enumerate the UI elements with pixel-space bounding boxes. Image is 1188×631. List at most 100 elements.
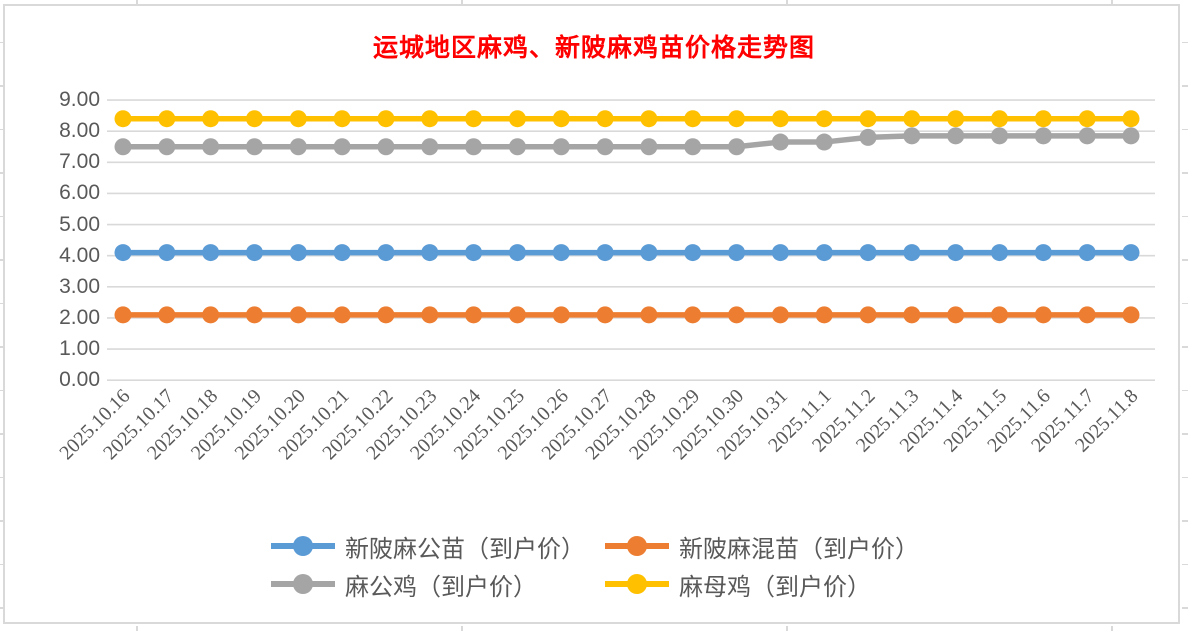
data-point-marker[interactable] xyxy=(859,306,877,324)
data-point-marker[interactable] xyxy=(815,306,833,324)
data-point-marker[interactable] xyxy=(377,244,395,262)
data-point-marker[interactable] xyxy=(640,306,658,324)
data-point-marker[interactable] xyxy=(684,138,702,156)
legend-item-1[interactable]: 新陂麻混苗（到户价） xyxy=(604,531,919,563)
data-point-marker[interactable] xyxy=(421,110,439,128)
data-point-marker[interactable] xyxy=(640,244,658,262)
data-point-marker[interactable] xyxy=(202,244,220,262)
data-point-marker[interactable] xyxy=(333,110,351,128)
data-point-marker[interactable] xyxy=(1078,127,1096,145)
data-point-marker[interactable] xyxy=(903,127,921,145)
data-point-marker[interactable] xyxy=(114,138,132,156)
data-point-marker[interactable] xyxy=(1034,127,1052,145)
data-point-marker[interactable] xyxy=(552,244,570,262)
data-point-marker[interactable] xyxy=(991,127,1009,145)
data-point-marker[interactable] xyxy=(771,110,789,128)
data-point-marker[interactable] xyxy=(202,110,220,128)
data-point-marker[interactable] xyxy=(1078,244,1096,262)
data-point-marker[interactable] xyxy=(465,110,483,128)
data-point-marker[interactable] xyxy=(508,244,526,262)
data-point-marker[interactable] xyxy=(158,110,176,128)
data-point-marker[interactable] xyxy=(377,110,395,128)
data-point-marker[interactable] xyxy=(596,306,614,324)
data-point-marker[interactable] xyxy=(815,244,833,262)
data-point-marker[interactable] xyxy=(728,110,746,128)
data-point-marker[interactable] xyxy=(859,244,877,262)
data-point-marker[interactable] xyxy=(947,306,965,324)
data-point-marker[interactable] xyxy=(684,110,702,128)
data-point-marker[interactable] xyxy=(991,244,1009,262)
data-point-marker[interactable] xyxy=(1122,127,1140,145)
data-point-marker[interactable] xyxy=(333,244,351,262)
data-point-marker[interactable] xyxy=(508,306,526,324)
data-point-marker[interactable] xyxy=(991,110,1009,128)
data-point-marker[interactable] xyxy=(684,244,702,262)
data-point-marker[interactable] xyxy=(289,306,307,324)
data-point-marker[interactable] xyxy=(245,110,263,128)
data-point-marker[interactable] xyxy=(991,306,1009,324)
data-point-marker[interactable] xyxy=(1034,110,1052,128)
data-point-marker[interactable] xyxy=(465,306,483,324)
data-point-marker[interactable] xyxy=(552,306,570,324)
data-point-marker[interactable] xyxy=(1078,306,1096,324)
data-point-marker[interactable] xyxy=(289,244,307,262)
data-point-marker[interactable] xyxy=(771,244,789,262)
data-point-marker[interactable] xyxy=(1034,244,1052,262)
data-point-marker[interactable] xyxy=(1122,244,1140,262)
data-point-marker[interactable] xyxy=(859,110,877,128)
data-point-marker[interactable] xyxy=(333,306,351,324)
data-point-marker[interactable] xyxy=(552,138,570,156)
data-point-marker[interactable] xyxy=(859,128,877,146)
legend-item-0[interactable]: 新陂麻公苗（到户价） xyxy=(270,531,585,563)
data-point-marker[interactable] xyxy=(245,306,263,324)
data-point-marker[interactable] xyxy=(596,138,614,156)
legend-item-2[interactable]: 麻公鸡（到户价） xyxy=(270,569,537,601)
data-point-marker[interactable] xyxy=(114,110,132,128)
data-point-marker[interactable] xyxy=(289,138,307,156)
data-point-marker[interactable] xyxy=(947,110,965,128)
data-point-marker[interactable] xyxy=(728,138,746,156)
data-point-marker[interactable] xyxy=(158,306,176,324)
data-point-marker[interactable] xyxy=(596,110,614,128)
data-point-marker[interactable] xyxy=(596,244,614,262)
data-point-marker[interactable] xyxy=(377,138,395,156)
data-point-marker[interactable] xyxy=(684,306,702,324)
data-point-marker[interactable] xyxy=(903,306,921,324)
data-point-marker[interactable] xyxy=(947,244,965,262)
data-point-marker[interactable] xyxy=(640,110,658,128)
data-point-marker[interactable] xyxy=(114,306,132,324)
data-point-marker[interactable] xyxy=(1122,110,1140,128)
data-point-marker[interactable] xyxy=(1078,110,1096,128)
data-point-marker[interactable] xyxy=(377,306,395,324)
data-point-marker[interactable] xyxy=(465,138,483,156)
data-point-marker[interactable] xyxy=(421,138,439,156)
data-point-marker[interactable] xyxy=(202,306,220,324)
data-point-marker[interactable] xyxy=(903,110,921,128)
data-point-marker[interactable] xyxy=(333,138,351,156)
data-point-marker[interactable] xyxy=(245,138,263,156)
data-point-marker[interactable] xyxy=(421,306,439,324)
data-point-marker[interactable] xyxy=(552,110,570,128)
data-point-marker[interactable] xyxy=(771,133,789,151)
data-point-marker[interactable] xyxy=(947,127,965,145)
legend-item-3[interactable]: 麻母鸡（到户价） xyxy=(604,569,871,601)
data-point-marker[interactable] xyxy=(114,244,132,262)
data-point-marker[interactable] xyxy=(245,244,263,262)
data-point-marker[interactable] xyxy=(728,306,746,324)
data-point-marker[interactable] xyxy=(289,110,307,128)
data-point-marker[interactable] xyxy=(815,133,833,151)
data-point-marker[interactable] xyxy=(903,244,921,262)
data-point-marker[interactable] xyxy=(508,110,526,128)
data-point-marker[interactable] xyxy=(158,138,176,156)
data-point-marker[interactable] xyxy=(1122,306,1140,324)
data-point-marker[interactable] xyxy=(640,138,658,156)
data-point-marker[interactable] xyxy=(771,306,789,324)
data-point-marker[interactable] xyxy=(508,138,526,156)
data-point-marker[interactable] xyxy=(158,244,176,262)
data-point-marker[interactable] xyxy=(815,110,833,128)
data-point-marker[interactable] xyxy=(465,244,483,262)
data-point-marker[interactable] xyxy=(202,138,220,156)
data-point-marker[interactable] xyxy=(728,244,746,262)
data-point-marker[interactable] xyxy=(421,244,439,262)
data-point-marker[interactable] xyxy=(1034,306,1052,324)
